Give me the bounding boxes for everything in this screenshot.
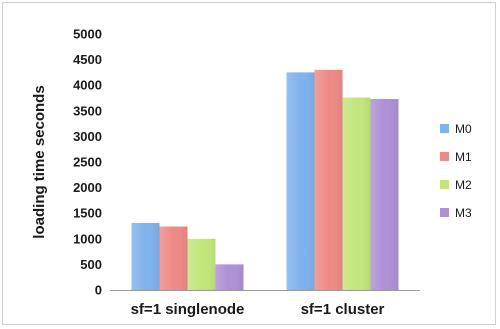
y-tick-label: 4500 — [73, 52, 102, 67]
y-tick-label: 1000 — [73, 231, 102, 246]
y-axis-title: loading time seconds — [31, 85, 48, 238]
bar-shading — [342, 97, 371, 290]
bar-shading — [131, 222, 160, 290]
y-tick-label: 4000 — [73, 78, 102, 93]
bar-shading — [215, 264, 244, 290]
legend-label-m2: M2 — [455, 178, 472, 192]
y-tick-label: 0 — [95, 283, 102, 298]
y-tick-label: 2000 — [73, 180, 102, 195]
bars — [131, 69, 399, 291]
x-tick-label: sf=1 cluster — [301, 301, 385, 318]
legend-label-m0: M0 — [455, 122, 472, 136]
bar-shading — [314, 69, 343, 290]
x-axis-labels: sf=1 singlenode sf=1 cluster — [131, 301, 385, 318]
bar-shading — [370, 99, 399, 290]
legend-label-m1: M1 — [455, 150, 472, 164]
y-tick-label: 1500 — [73, 206, 102, 221]
y-tick-label: 5000 — [73, 27, 102, 42]
bar-shading — [159, 226, 188, 290]
bar-shading — [187, 238, 216, 290]
legend-swatch-m2 — [440, 180, 449, 189]
y-tick-label: 500 — [80, 257, 102, 272]
legend-label-m3: M3 — [455, 206, 472, 220]
y-tick-label: 3000 — [73, 129, 102, 144]
legend-swatch-m0 — [440, 124, 449, 133]
x-tick-label: sf=1 singlenode — [131, 301, 245, 318]
legend: M0 M1 M2 M3 — [440, 122, 472, 220]
chart-frame — [2, 2, 496, 325]
bar-shading — [286, 72, 315, 291]
y-tick-label: 2500 — [73, 155, 102, 170]
y-tick-label: 3500 — [73, 103, 102, 118]
legend-swatch-m1 — [440, 152, 449, 161]
y-axis-ticks: 0 500 1000 1500 2000 2500 3000 3500 4000 4500 5000 — [73, 27, 102, 298]
legend-swatch-m3 — [440, 208, 449, 217]
